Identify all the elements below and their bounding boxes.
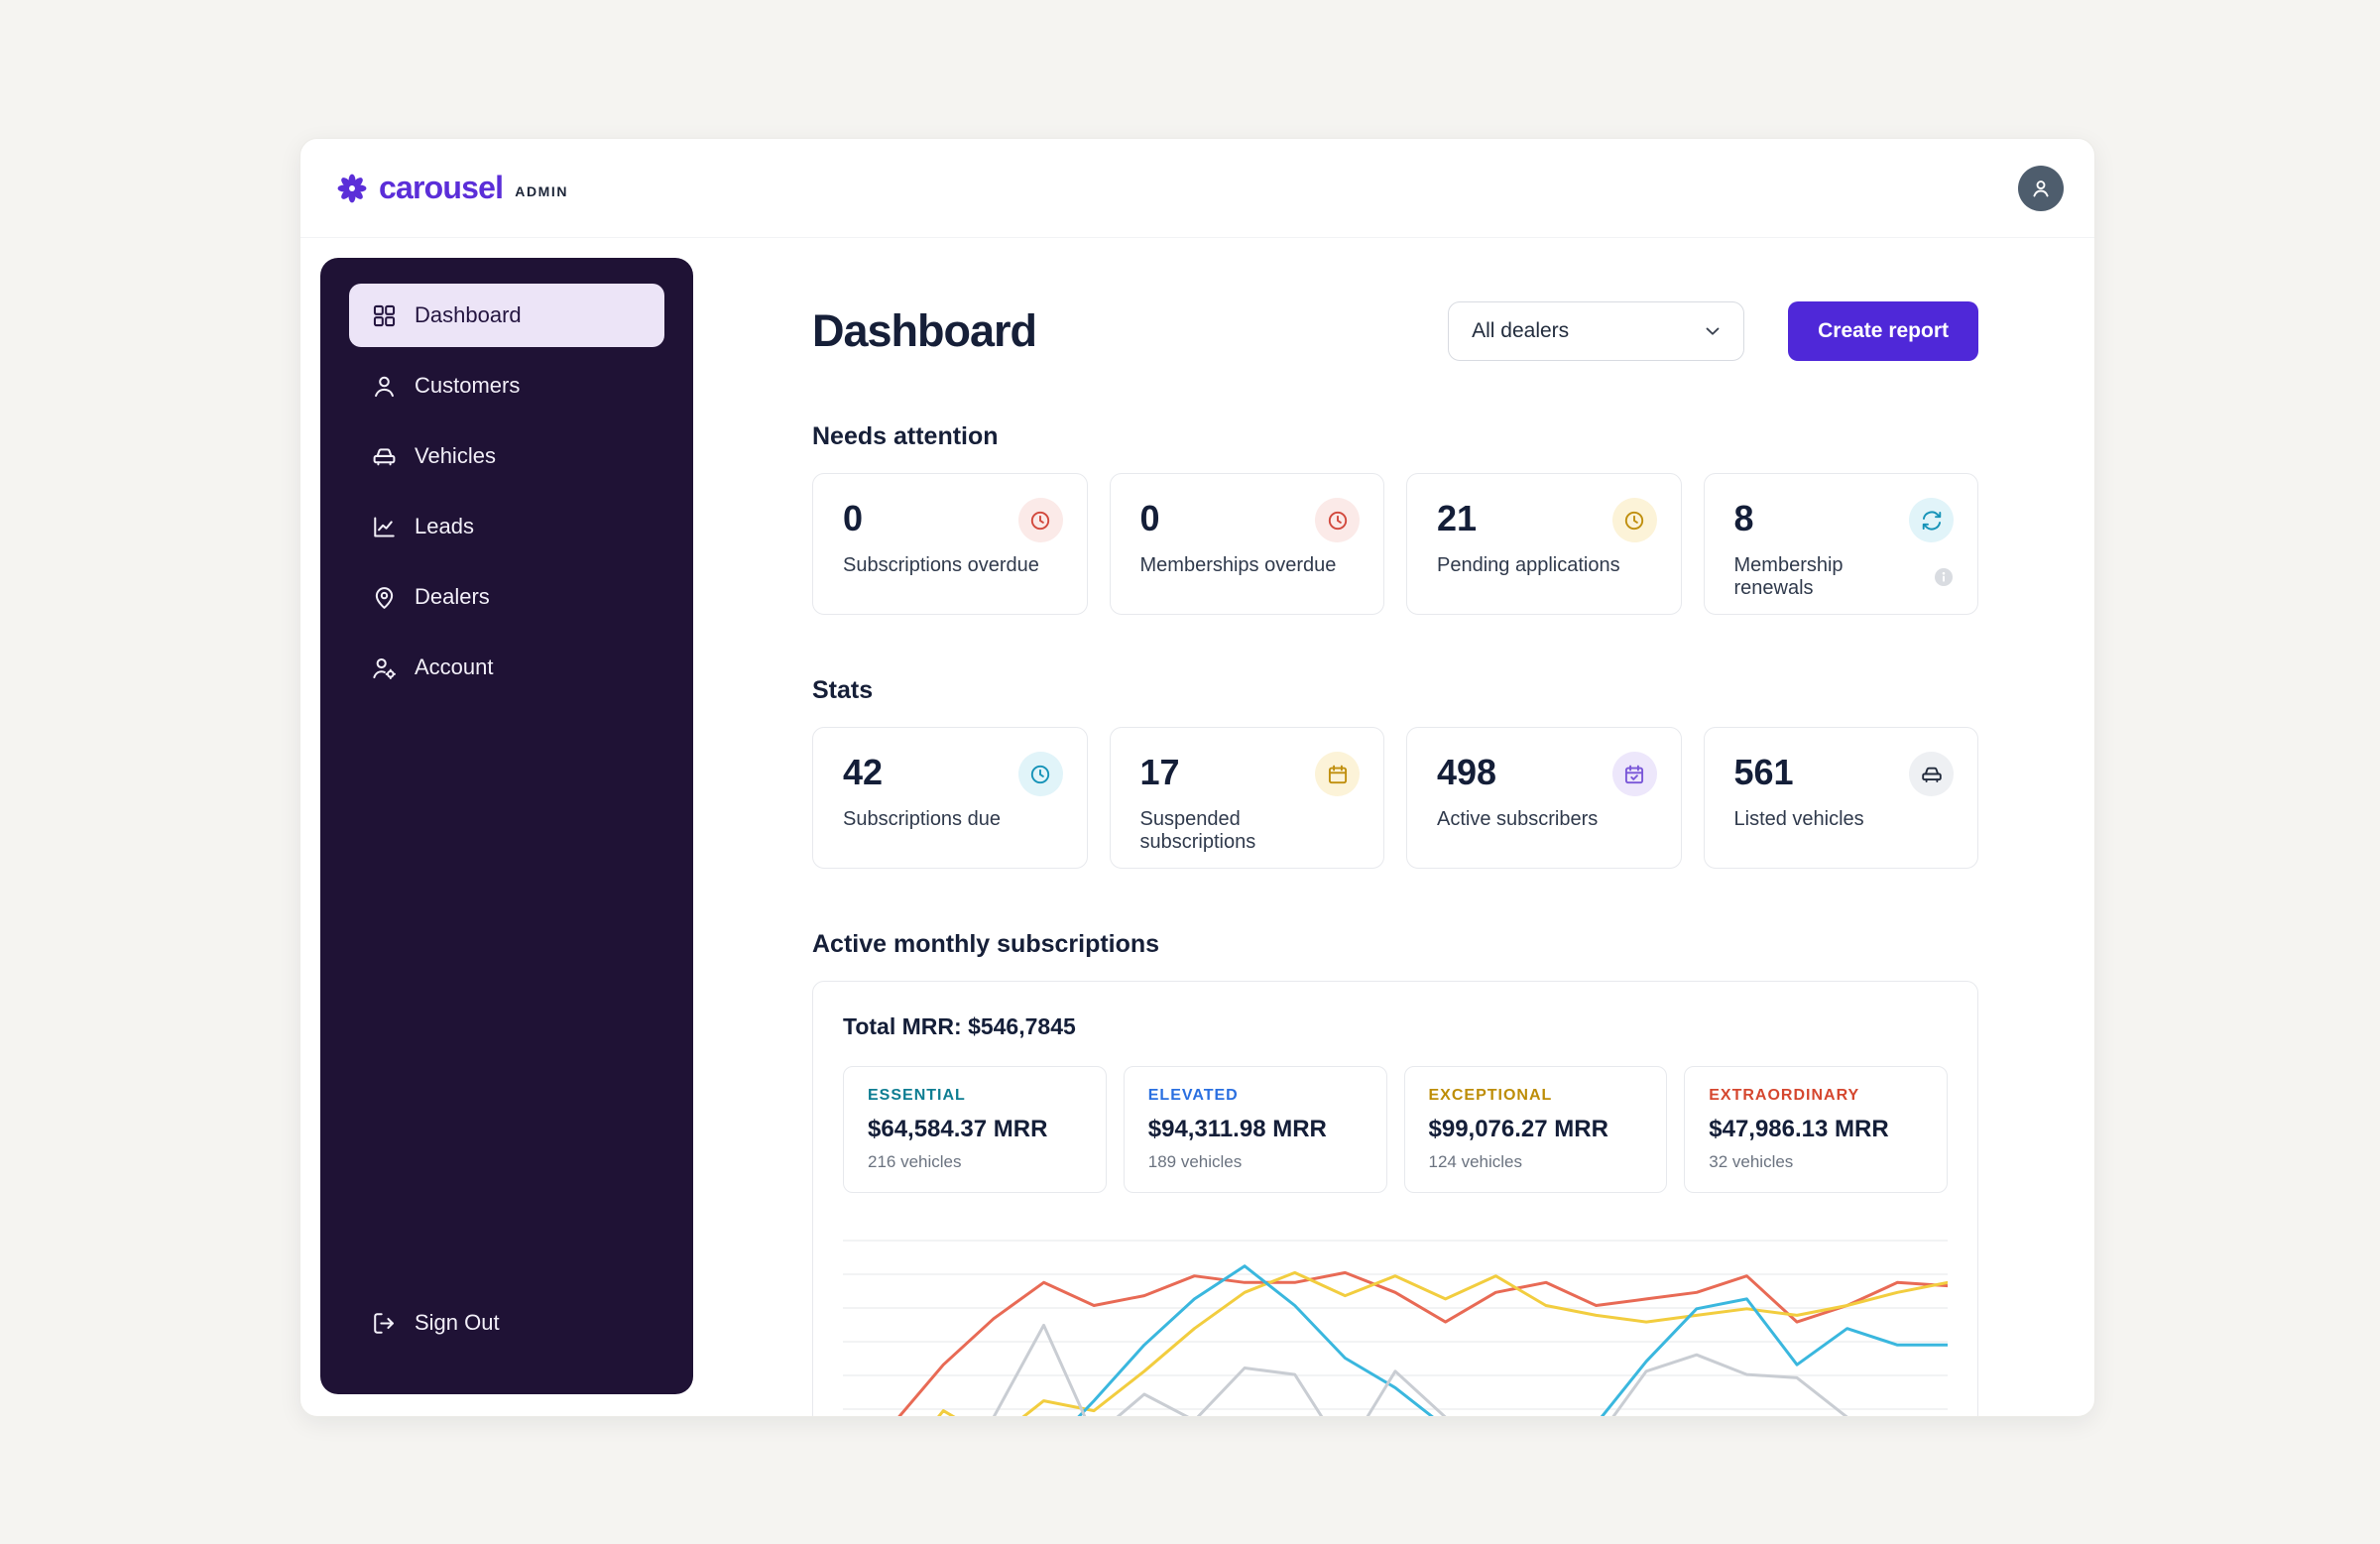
stat-label: Subscriptions due — [843, 808, 1001, 830]
sidebar-item-customers[interactable]: Customers — [349, 354, 664, 417]
sidebar-item-dashboard[interactable]: Dashboard — [349, 284, 664, 347]
car-icon — [1909, 752, 1954, 796]
logout-icon — [374, 1312, 394, 1334]
stat-value: 17 — [1139, 752, 1180, 792]
sidebar-item-label: Customers — [415, 373, 521, 398]
sidebar-item-vehicles[interactable]: Vehicles — [349, 424, 664, 488]
stat-value: 21 — [1437, 498, 1478, 538]
user-gear-icon — [373, 657, 396, 679]
sidebar-item-account[interactable]: Account — [349, 636, 664, 699]
subscriptions-chart — [843, 1240, 1948, 1416]
sidebar-item-leads[interactable]: Leads — [349, 495, 664, 558]
total-mrr-label: Total MRR: — [843, 1013, 962, 1039]
stat-card-membership-renewals: 8 Membership renewals — [1703, 473, 1978, 615]
tier-mrr: $94,311.98 MRR — [1147, 1116, 1327, 1142]
tier-card-extraordinary: EXTRAORDINARY $47,986.13 MRR 32 vehicles — [1684, 1066, 1948, 1193]
info-icon[interactable] — [1934, 567, 1954, 587]
stat-card-pending-applications: 21 Pending applications — [1406, 473, 1682, 615]
sidebar-item-label: Dealers — [415, 584, 490, 609]
user-icon — [375, 376, 394, 397]
refresh-icon — [1909, 498, 1954, 542]
sidebar-item-label: Account — [415, 654, 494, 679]
car-icon — [373, 447, 396, 465]
clock-icon — [1611, 498, 1657, 542]
person-icon — [2033, 179, 2049, 196]
stat-label: Suspended subscriptions — [1139, 808, 1256, 853]
subscriptions-card: Total MRR: $546,7845 ESSENTIAL $64,584.3… — [812, 981, 1978, 1416]
brand-badge: ADMIN — [515, 183, 569, 199]
clock-icon — [1315, 498, 1360, 542]
stat-label: Listed vehicles — [1733, 808, 1864, 830]
tier-name: EXTRAORDINARY — [1709, 1087, 1860, 1104]
calendar-icon — [1315, 752, 1360, 796]
stat-card-suspended-subscriptions: 17 Suspended subscriptions — [1109, 727, 1384, 869]
calendar-check-icon — [1611, 752, 1657, 796]
tier-vehicles: 32 vehicles — [1709, 1152, 1794, 1171]
clock-icon — [1017, 498, 1063, 542]
stats-cards: 42 Subscriptions due 17 Suspended subscr… — [812, 727, 1978, 869]
create-report-button[interactable]: Create report — [1788, 301, 1978, 361]
stat-value: 42 — [843, 752, 884, 792]
chart-line-icon — [374, 516, 395, 537]
stat-value: 498 — [1437, 752, 1497, 792]
chevron-down-icon — [1706, 327, 1720, 335]
total-mrr: Total MRR: $546,7845 — [843, 1013, 1948, 1040]
app-window: carousel ADMIN Dashboard — [299, 138, 2095, 1417]
tier-mrr: $99,076.27 MRR — [1428, 1116, 1608, 1142]
subscriptions-chart-area — [843, 1233, 1948, 1416]
brand-name: carousel — [379, 170, 504, 205]
total-mrr-value: $546,7845 — [968, 1013, 1076, 1039]
tier-mrr: $47,986.13 MRR — [1709, 1116, 1889, 1142]
stat-label: Active subscribers — [1437, 808, 1599, 830]
needs-attention-cards: 0 Subscriptions overdue 0 Memberships ov… — [812, 473, 1978, 615]
tier-card-essential: ESSENTIAL $64,584.37 MRR 216 vehicles — [843, 1066, 1107, 1193]
stat-label: Membership renewals — [1733, 554, 1844, 599]
stats-heading: Stats — [812, 676, 874, 704]
sidebar: Dashboard Customers Vehicles — [320, 258, 693, 1394]
sidebar-item-label: Leads — [415, 514, 474, 538]
map-pin-icon — [375, 586, 394, 609]
subscriptions-heading: Active monthly subscriptions — [812, 930, 1160, 958]
dealer-filter-select[interactable]: All dealers — [1448, 301, 1745, 361]
dealer-filter-value: All dealers — [1472, 319, 1570, 342]
stat-card-subscriptions-due: 42 Subscriptions due — [812, 727, 1088, 869]
top-bar: carousel ADMIN — [300, 139, 2094, 238]
page-title: Dashboard — [812, 305, 1037, 356]
needs-attention-heading: Needs attention — [812, 422, 999, 450]
stat-label: Subscriptions overdue — [843, 554, 1039, 576]
sign-out-label: Sign Out — [415, 1310, 500, 1335]
clock-icon — [1017, 752, 1063, 796]
stat-value: 561 — [1733, 752, 1794, 792]
stat-card-active-subscribers: 498 Active subscribers — [1406, 727, 1682, 869]
user-avatar-button[interactable] — [2018, 165, 2064, 211]
stat-value: 0 — [1139, 498, 1160, 538]
tier-card-elevated: ELEVATED $94,311.98 MRR 189 vehicles — [1123, 1066, 1387, 1193]
sign-out-button[interactable]: Sign Out — [349, 1291, 664, 1355]
stat-label: Memberships overdue — [1139, 554, 1337, 576]
tier-name: ELEVATED — [1147, 1087, 1239, 1104]
tier-vehicles: 216 vehicles — [868, 1152, 962, 1171]
tier-cards: ESSENTIAL $64,584.37 MRR 216 vehicles EL… — [843, 1066, 1948, 1193]
tier-mrr: $64,584.37 MRR — [868, 1116, 1048, 1142]
stat-value: 0 — [843, 498, 864, 538]
grid-icon — [373, 304, 396, 326]
sidebar-item-label: Vehicles — [415, 443, 496, 468]
main-content: Dashboard All dealers Create report Need… — [693, 238, 2094, 1416]
stat-label: Pending applications — [1437, 554, 1620, 576]
sidebar-item-label: Dashboard — [415, 302, 522, 327]
tier-vehicles: 124 vehicles — [1428, 1152, 1523, 1171]
tier-name: EXCEPTIONAL — [1428, 1087, 1553, 1104]
stat-card-listed-vehicles: 561 Listed vehicles — [1703, 727, 1978, 869]
sidebar-item-dealers[interactable]: Dealers — [349, 565, 664, 629]
stat-value: 8 — [1733, 498, 1754, 538]
brand-logo: carousel ADMIN — [334, 170, 568, 206]
tier-name: ESSENTIAL — [868, 1087, 966, 1104]
stat-card-subscriptions-overdue: 0 Subscriptions overdue — [812, 473, 1088, 615]
tier-vehicles: 189 vehicles — [1147, 1152, 1243, 1171]
tier-card-exceptional: EXCEPTIONAL $99,076.27 MRR 124 vehicles — [1403, 1066, 1668, 1193]
stat-card-memberships-overdue: 0 Memberships overdue — [1109, 473, 1384, 615]
carousel-flower-icon — [337, 174, 367, 202]
